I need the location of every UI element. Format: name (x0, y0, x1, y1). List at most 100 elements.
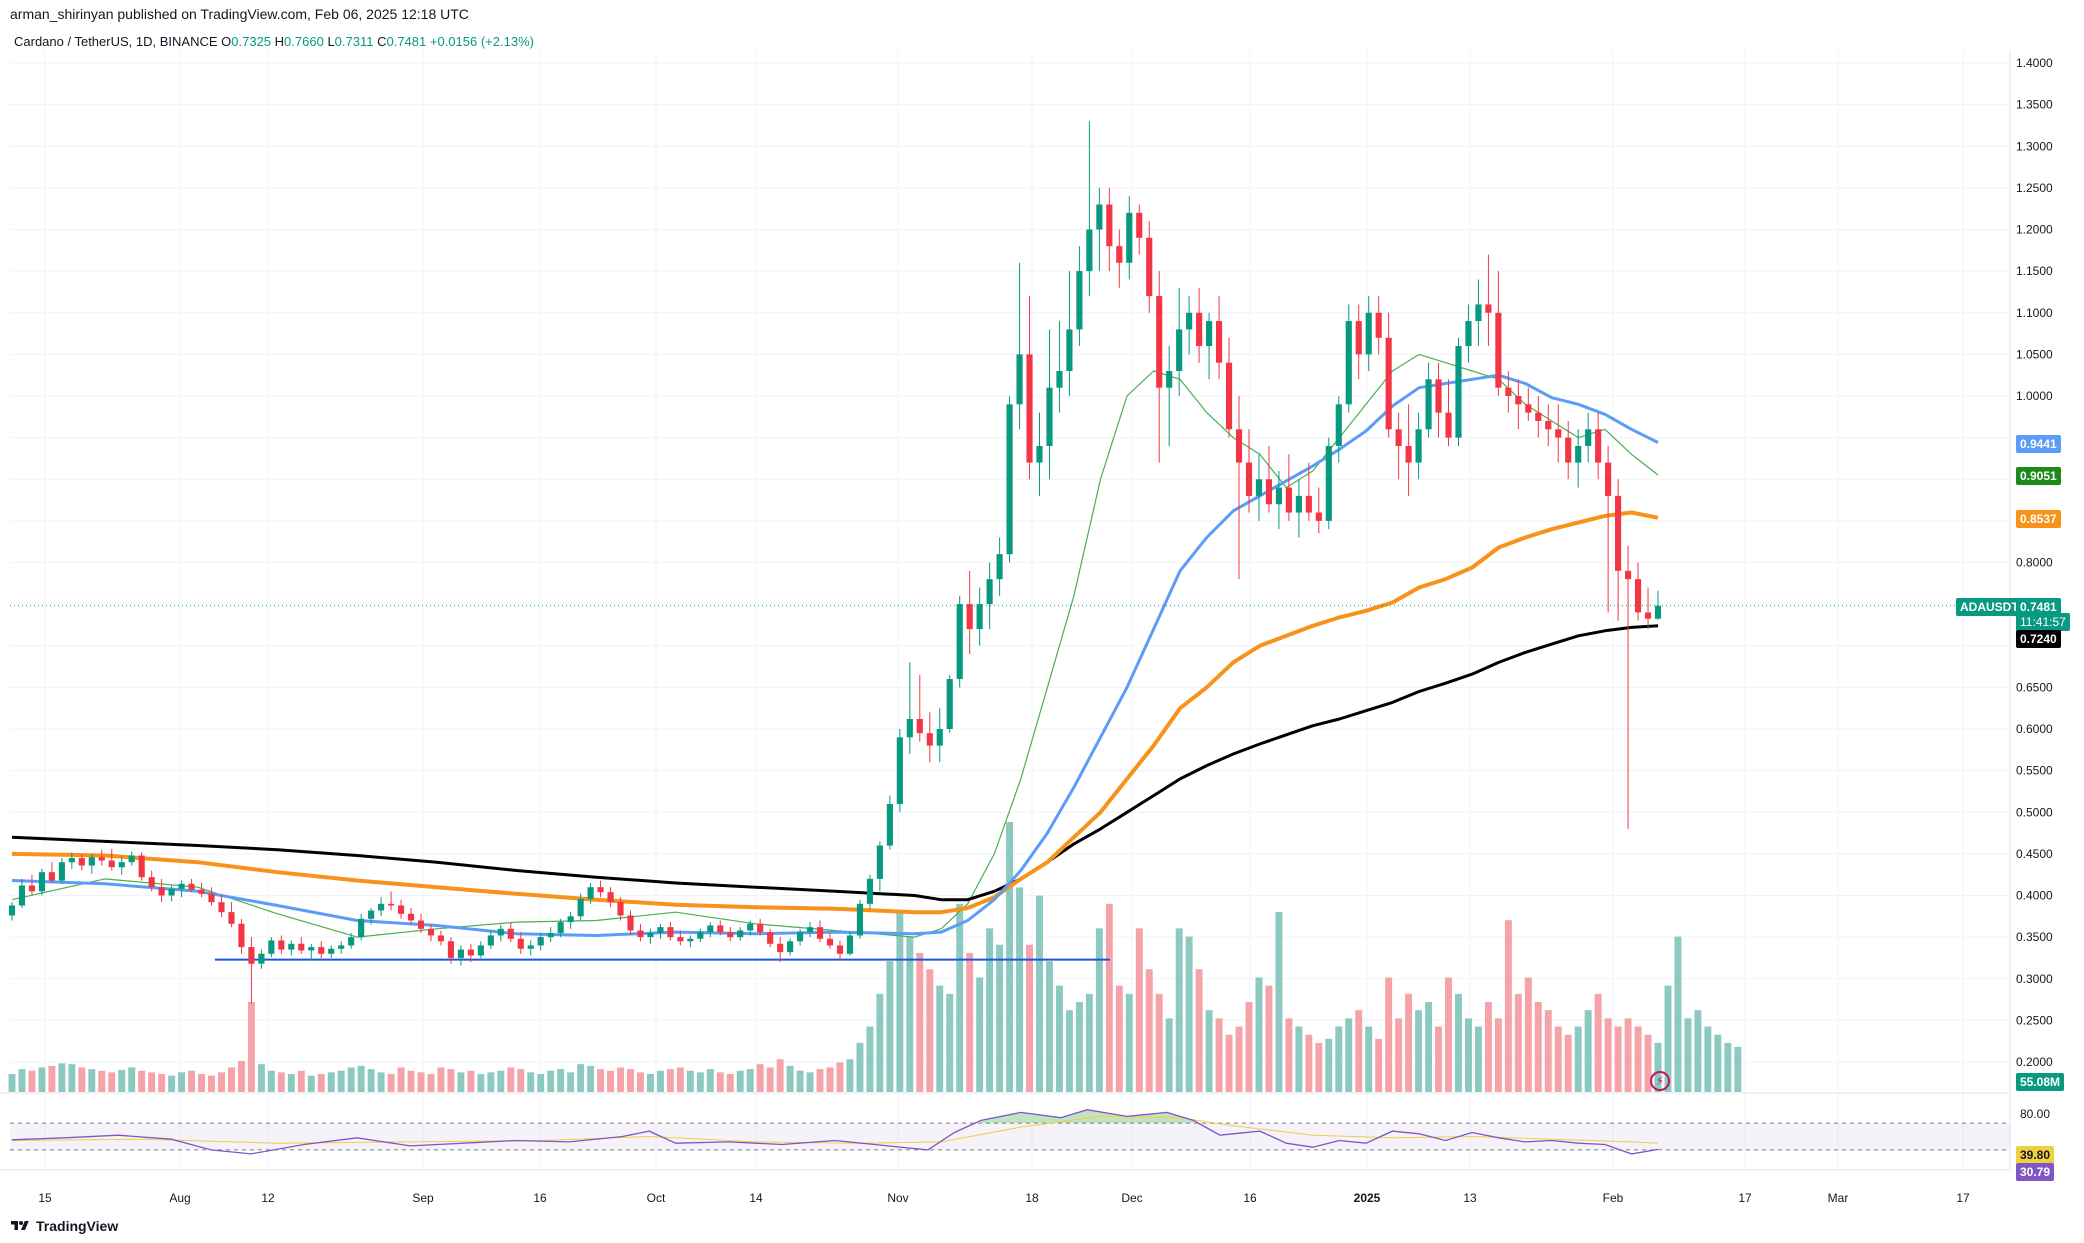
candle-body (248, 947, 255, 964)
candle-body (1275, 487, 1282, 505)
time-tick-label: Aug (169, 1191, 190, 1205)
candle-body (308, 947, 315, 951)
volume-bar (1225, 1034, 1233, 1092)
candle-body (806, 927, 814, 933)
price-tick-label: 1.2500 (2016, 181, 2053, 195)
publisher-line: arman_shirinyan published on TradingView… (10, 6, 469, 22)
candle-body (1385, 337, 1392, 430)
candle-body (28, 885, 36, 892)
volume-bar (377, 1072, 385, 1092)
candle-body (1375, 312, 1382, 338)
volume-bar (427, 1074, 435, 1092)
symbol-legend[interactable]: Cardano / TetherUS, 1D, BINANCE O0.7325 … (14, 34, 534, 49)
candle-body (966, 604, 973, 630)
volume-bar (1315, 1042, 1323, 1092)
candle-body (1225, 362, 1233, 430)
time-tick-label: 15 (38, 1191, 52, 1205)
price-tick-label: 0.4000 (2016, 889, 2053, 903)
rsi-panel (10, 1109, 2010, 1155)
candle-body (587, 887, 594, 899)
candle-body (836, 945, 844, 954)
volume-bar (537, 1074, 545, 1092)
alert-icon[interactable]: ⚡ (1650, 1071, 1670, 1091)
volume-bar (477, 1074, 485, 1092)
candle-body (1634, 579, 1642, 613)
price-tick-label: 0.5500 (2016, 764, 2053, 778)
candle-body (787, 941, 794, 953)
time-tick-label: 13 (1463, 1191, 1477, 1205)
candle-body (1285, 487, 1292, 513)
candle-body (368, 910, 375, 919)
change-value: +0.0156 (+2.13%) (429, 34, 534, 49)
candle-body (1315, 512, 1322, 521)
candle-body (687, 938, 694, 942)
volume-bar (287, 1074, 295, 1092)
time-tick-label: 14 (749, 1191, 763, 1205)
candle-body (338, 945, 345, 949)
price-tick-label: 0.5000 (2016, 805, 2053, 819)
tradingview-brand[interactable]: TradingView (10, 1218, 118, 1234)
volume-bar (1026, 944, 1033, 1092)
volume-bar (1614, 1026, 1622, 1092)
volume-bar (1415, 1010, 1423, 1092)
volume-bar (1085, 993, 1093, 1092)
volume-bar (1425, 1002, 1433, 1092)
volume-bar (257, 1064, 265, 1092)
volume-bar (148, 1072, 156, 1092)
candle-body (886, 803, 893, 846)
time-tick-label: Dec (1121, 1191, 1142, 1205)
candle-body (507, 928, 514, 939)
volume-bar (1564, 1034, 1572, 1092)
candle-body (976, 604, 983, 630)
volume-bar (38, 1067, 46, 1092)
volume-bar (1514, 993, 1522, 1092)
candle-body (657, 927, 664, 933)
candle-body (527, 945, 534, 949)
low-value: 0.7311 (334, 34, 374, 49)
volume-bar (48, 1065, 56, 1092)
candle-body (427, 928, 435, 936)
rsi-badge: 30.79 (2016, 1163, 2055, 1181)
candle-body (1156, 296, 1163, 388)
volume-badge: 55.08M (2016, 1073, 2065, 1091)
candle-body (1146, 237, 1153, 297)
candle-body (1355, 321, 1362, 355)
volume-bar (1255, 977, 1263, 1092)
volume-bar (966, 952, 974, 1092)
volume-bar (676, 1067, 684, 1092)
candle-body (1425, 379, 1432, 430)
grid (0, 50, 2011, 1171)
candle-body (547, 932, 554, 938)
volume-bar (1165, 1018, 1173, 1092)
volume-bar (297, 1070, 305, 1092)
price-tick-label: 1.3500 (2016, 98, 2053, 112)
volume-bar (437, 1067, 445, 1092)
candle-body (1535, 412, 1542, 421)
candle-body (318, 947, 325, 954)
time-axis[interactable]: 15 Aug 12 Sep 16 Oct 14 Nov 18 Dec 16 2025 13 Feb 17 Ma… (38, 1191, 1970, 1205)
price-tick-label: 0.6500 (2016, 680, 2053, 694)
volume-bar (1016, 887, 1024, 1092)
candle-body (98, 857, 105, 861)
volume-bar (88, 1069, 96, 1092)
price-tick-label: 1.1000 (2016, 306, 2053, 320)
volume-bar (327, 1072, 335, 1092)
candle-body (328, 948, 335, 954)
time-tick-label: 18 (1025, 1191, 1039, 1205)
candle-body (1624, 570, 1632, 580)
volume-bar (1205, 1010, 1213, 1092)
candle-body (1166, 371, 1173, 388)
symbol-badge: ADAUSDT (1956, 598, 2023, 616)
volume-bar (98, 1070, 106, 1092)
volume-bar (1395, 1018, 1403, 1092)
candle-body (1196, 312, 1203, 347)
candle-body (178, 883, 185, 889)
volume-bar (1355, 1010, 1363, 1092)
candle-body (1485, 304, 1492, 313)
price-axis[interactable]: 1.4000 1.3500 1.3000 1.2500 1.2000 1.1500 1.10… (2016, 56, 2053, 1069)
candle-body (1006, 404, 1013, 555)
candle-body (986, 579, 993, 605)
candle-body (1325, 445, 1332, 521)
volume-bars (8, 822, 1742, 1092)
